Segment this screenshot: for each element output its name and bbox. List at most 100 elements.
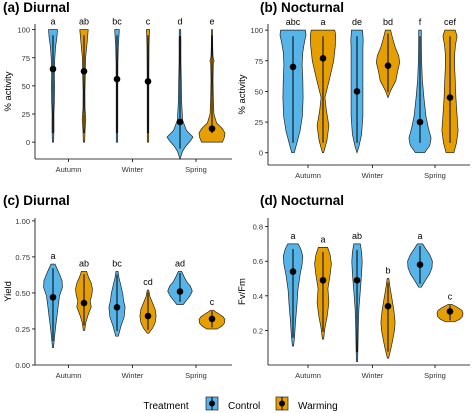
mean-point-control-spring: [416, 261, 424, 268]
y-axis-label: Fv/Fm: [237, 278, 248, 305]
x-tick-label: Autumn: [295, 371, 321, 380]
mean-point-warming-spring: [446, 308, 454, 315]
x-tick-label: Spring: [424, 371, 446, 380]
mean-point-warming-autumn: [80, 67, 88, 75]
panel-1: (a) Diurnal % activity 0 25 50 75 100 Autumn Win…: [3, 0, 232, 174]
mean-point-warming-winter: [384, 302, 392, 310]
y-tick-label: 0: [259, 149, 263, 158]
x-tick-label: Autumn: [56, 165, 82, 174]
significance-letter: ab: [352, 231, 362, 241]
y-tick-label: 0.50: [15, 289, 30, 298]
y-tick-label: 75: [22, 54, 30, 63]
y-tick-label: 100: [17, 26, 30, 35]
y-tick-label: 0: [26, 138, 30, 147]
x-tick-label: Autumn: [56, 371, 82, 380]
significance-letter: d: [177, 17, 182, 27]
significance-letter: abc: [286, 17, 301, 27]
x-tick-label: Spring: [185, 371, 207, 380]
y-tick-label: 0.00: [15, 361, 30, 370]
x-tick-label: Spring: [424, 171, 446, 180]
y-axis-label: % activity: [237, 74, 248, 114]
y-tick-label: 0.8: [253, 223, 263, 232]
y-tick-label: 0.75: [15, 253, 30, 262]
significance-letter: a: [320, 234, 325, 244]
x-tick-label: Autumn: [295, 171, 321, 180]
significance-letter: de: [352, 17, 362, 27]
mean-point-control-spring: [176, 288, 184, 295]
significance-letter: a: [50, 17, 55, 27]
x-tick-label: Spring: [185, 165, 207, 174]
y-tick-label: 0.6: [253, 257, 263, 266]
significance-letter: ab: [79, 258, 89, 268]
mean-point-warming-spring: [446, 94, 454, 101]
significance-letter: ab: [79, 17, 89, 27]
mean-point-warming-autumn: [80, 299, 88, 307]
x-tick-label: Winter: [122, 165, 144, 174]
legend-label: Warming: [298, 401, 338, 412]
significance-letter: a: [50, 251, 55, 261]
significance-letter: f: [419, 17, 422, 27]
x-tick-label: Winter: [362, 371, 384, 380]
panel-title: (b) Nocturnal: [260, 0, 344, 15]
significance-letter: ad: [175, 258, 185, 268]
significance-letter: bc: [112, 17, 122, 27]
legend: Treatment Control Warming: [143, 396, 338, 412]
mean-point-control-autumn: [289, 268, 297, 275]
significance-letter: c: [146, 17, 151, 27]
significance-letter: c: [448, 291, 453, 301]
panel-title: (a) Diurnal: [3, 0, 70, 15]
legend-point: [209, 400, 215, 407]
significance-letter: a: [290, 231, 295, 241]
mean-point-control-winter: [353, 88, 361, 95]
legend-title: Treatment: [143, 401, 188, 412]
mean-point-control-spring: [176, 118, 184, 126]
significance-letter: c: [210, 297, 215, 307]
mean-point-control-winter: [113, 75, 121, 83]
y-tick-label: 1.00: [15, 217, 30, 226]
legend-key-warming: [275, 396, 289, 411]
y-axis-label: % activity: [3, 71, 14, 111]
legend-key-control: [205, 396, 219, 411]
mean-point-control-winter: [113, 304, 121, 311]
panel-2: (b) Nocturnal % activity 0 25 50 75 100 Autumn W…: [237, 0, 470, 180]
y-tick-label: 50: [255, 87, 263, 96]
y-tick-label: 75: [255, 57, 263, 66]
significance-letter: cef: [444, 17, 457, 27]
mean-point-control-winter: [353, 276, 361, 284]
y-axis-label: Yield: [3, 281, 14, 302]
mean-point-control-spring: [416, 118, 424, 126]
mean-point-control-autumn: [49, 65, 57, 73]
significance-letter: b: [385, 266, 390, 276]
mean-point-warming-spring: [208, 315, 216, 323]
y-tick-label: 25: [22, 110, 30, 119]
panel-4: (d) Nocturnal Fv/Fm 0.2 0.4 0.6 0.8 Autumn Wint…: [237, 193, 470, 380]
y-tick-label: 0.2: [253, 326, 263, 335]
panel-title: (c) Diurnal: [3, 193, 70, 208]
y-tick-label: 0.4: [253, 292, 263, 301]
significance-letter: a: [417, 231, 422, 241]
significance-letter: e: [209, 17, 214, 27]
significance-letter: a: [320, 17, 325, 27]
panel-3: (c) Diurnal Yield 0.00 0.25 0.50 0.75 1.00 Autu…: [3, 193, 232, 380]
y-tick-label: 50: [22, 82, 30, 91]
panel-title: (d) Nocturnal: [260, 193, 344, 208]
x-tick-label: Winter: [122, 371, 144, 380]
significance-letter: bd: [383, 17, 393, 27]
mean-point-control-autumn: [49, 293, 57, 301]
y-tick-label: 25: [255, 118, 263, 127]
significance-letter: cd: [143, 277, 153, 287]
mean-point-warming-autumn: [319, 55, 327, 62]
significance-letter: bc: [112, 258, 122, 268]
mean-point-warming-spring: [208, 125, 216, 132]
mean-point-control-autumn: [289, 63, 297, 71]
y-tick-label: 0.25: [15, 325, 30, 334]
mean-point-warming-winter: [384, 62, 392, 69]
x-tick-label: Winter: [362, 171, 384, 180]
mean-point-warming-winter: [144, 78, 152, 85]
legend-label: Control: [228, 401, 260, 412]
mean-point-warming-autumn: [319, 276, 327, 284]
y-tick-label: 100: [250, 26, 263, 35]
legend-point: [279, 400, 285, 407]
